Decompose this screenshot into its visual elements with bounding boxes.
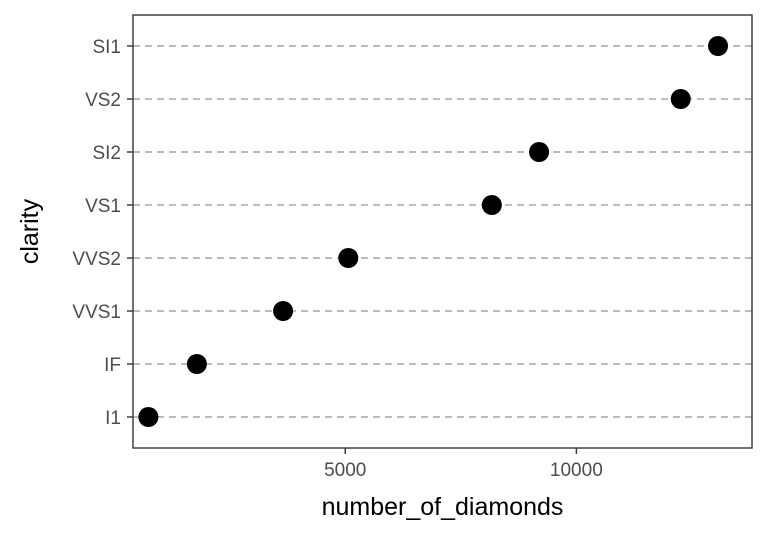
y-tick-label-si1: SI1: [92, 37, 121, 58]
point-si2: [529, 142, 550, 162]
point-i1: [138, 407, 159, 427]
x-tick-label-5000: 5000: [324, 460, 366, 481]
points-layer: [138, 36, 729, 427]
y-tick-label-vvs1: VVS1: [72, 302, 121, 323]
x-axis: 5000 10000: [324, 448, 603, 481]
panel-border: [132, 14, 753, 449]
y-axis: I1 IF VVS1 VVS2 VS1 SI2 VS2 SI1: [72, 37, 133, 429]
point-si1: [708, 36, 729, 56]
x-axis-title: number_of_diamonds: [322, 493, 564, 521]
y-tick-label-vs2: VS2: [85, 90, 121, 111]
x-tick-label-10000: 10000: [550, 460, 603, 481]
point-vvs1: [273, 301, 294, 321]
point-vvs2: [338, 248, 359, 268]
point-if: [186, 354, 207, 374]
y-axis-title: clarity: [16, 198, 44, 264]
point-vs1: [481, 195, 502, 215]
point-vs2: [670, 89, 691, 109]
y-tick-label-vvs2: VVS2: [72, 249, 121, 270]
y-tick-label-if: IF: [104, 355, 121, 376]
y-tick-label-si2: SI2: [92, 143, 121, 164]
y-tick-label-i1: I1: [105, 408, 121, 429]
y-tick-label-vs1: VS1: [85, 196, 121, 217]
